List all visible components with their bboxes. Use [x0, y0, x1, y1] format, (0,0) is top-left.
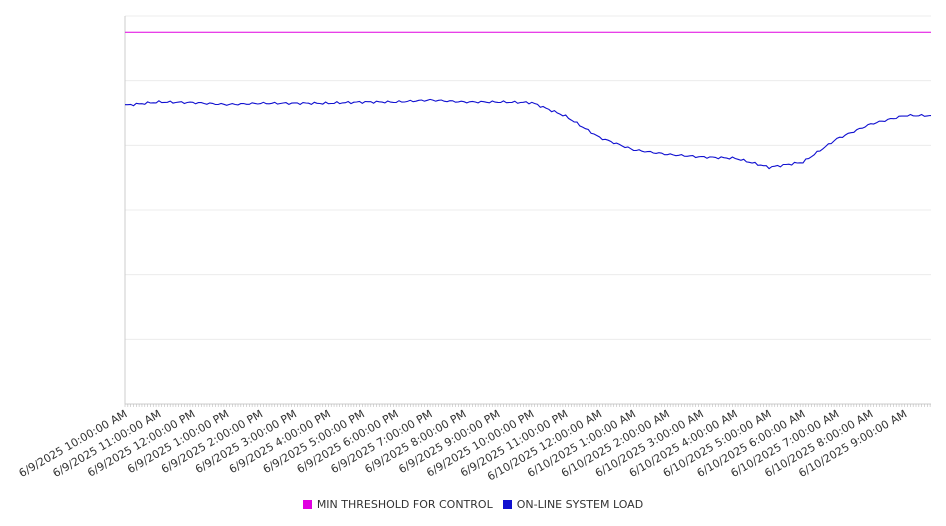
legend-item-load[interactable]: ON-LINE SYSTEM LOAD [502, 498, 644, 511]
legend-label-threshold: MIN THRESHOLD FOR CONTROL [316, 498, 493, 511]
legend: MIN THRESHOLD FOR CONTROL ON-LINE SYSTEM… [0, 498, 946, 511]
legend-item-threshold[interactable]: MIN THRESHOLD FOR CONTROL [302, 498, 493, 511]
series-lines [125, 31, 932, 170]
axes [124, 16, 931, 407]
grid-lines [125, 15, 931, 405]
legend-swatch-load [502, 500, 512, 509]
legend-swatch-threshold [302, 500, 312, 509]
series-line-online-load [125, 98, 932, 170]
legend-label-load: ON-LINE SYSTEM LOAD [516, 498, 644, 511]
x-tick-labels: 6/9/2025 10:00:00 AM6/9/2025 11:00:00 AM… [17, 407, 910, 483]
